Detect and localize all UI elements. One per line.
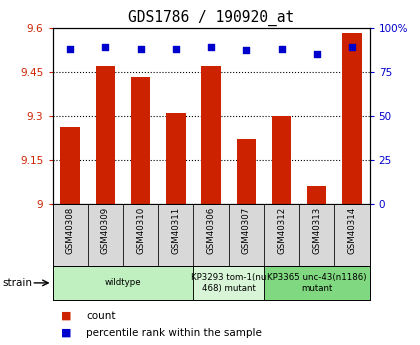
Text: GSM40307: GSM40307	[242, 207, 251, 254]
Bar	[194, 204, 228, 266]
Text: count: count	[86, 311, 116, 321]
Bar	[131, 78, 150, 204]
Text: ■: ■	[61, 311, 71, 321]
Bar	[166, 113, 186, 204]
Text: strain: strain	[2, 278, 32, 288]
Point	[313, 51, 320, 57]
Bar	[123, 204, 158, 266]
Bar	[96, 66, 115, 204]
Bar	[307, 186, 326, 204]
Title: GDS1786 / 190920_at: GDS1786 / 190920_at	[128, 10, 294, 26]
Text: KP3365 unc-43(n1186)
mutant: KP3365 unc-43(n1186) mutant	[267, 273, 367, 293]
Bar	[88, 204, 123, 266]
Text: wildtype: wildtype	[105, 278, 141, 287]
Text: GSM40312: GSM40312	[277, 207, 286, 254]
Bar	[52, 204, 88, 266]
Text: GSM40313: GSM40313	[312, 207, 321, 254]
Point	[102, 44, 109, 50]
Text: KP3293 tom-1(nu
468) mutant: KP3293 tom-1(nu 468) mutant	[191, 273, 266, 293]
Bar	[264, 204, 299, 266]
Bar	[52, 266, 194, 300]
Point	[208, 44, 215, 50]
Bar	[334, 204, 370, 266]
Bar	[60, 127, 80, 204]
Text: ■: ■	[61, 328, 71, 338]
Text: GSM40310: GSM40310	[136, 207, 145, 254]
Bar	[272, 116, 291, 204]
Text: GSM40306: GSM40306	[207, 207, 215, 254]
Bar	[299, 204, 334, 266]
Bar	[158, 204, 194, 266]
Point	[349, 44, 355, 50]
Point	[278, 46, 285, 51]
Bar	[264, 266, 370, 300]
Bar	[201, 66, 221, 204]
Text: GSM40311: GSM40311	[171, 207, 180, 254]
Bar	[342, 33, 362, 204]
Point	[173, 46, 179, 51]
Text: percentile rank within the sample: percentile rank within the sample	[86, 328, 262, 338]
Text: GSM40314: GSM40314	[347, 207, 357, 254]
Bar	[194, 266, 264, 300]
Bar	[228, 204, 264, 266]
Point	[67, 46, 74, 51]
Text: GSM40308: GSM40308	[66, 207, 75, 254]
Bar	[236, 139, 256, 204]
Point	[137, 46, 144, 51]
Point	[243, 48, 249, 53]
Text: GSM40309: GSM40309	[101, 207, 110, 254]
